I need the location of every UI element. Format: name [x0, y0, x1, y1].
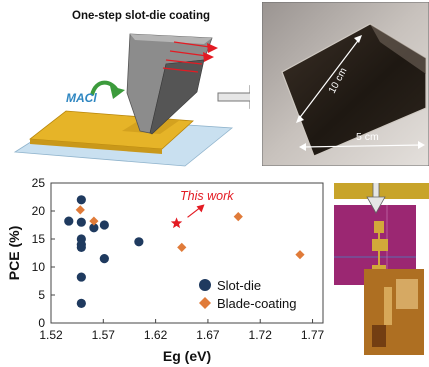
y-tick-label: 25: [32, 176, 46, 190]
this-work-arrowhead: [196, 204, 205, 213]
data-markers: [64, 195, 305, 308]
this-work-annotation: This work: [170, 189, 234, 229]
x-axis-label: Eg (eV): [163, 348, 211, 364]
slot-die-point: [134, 237, 144, 247]
width-label: 5 cm: [356, 131, 379, 143]
x-axis-ticks: 1.52 1.57 1.62 1.67 1.72 1.77: [39, 319, 325, 342]
blade-coating-point: [89, 216, 99, 226]
slot-die-head-top: [130, 34, 212, 44]
legend-marker-slot-die: [199, 279, 211, 291]
plot-frame: [50, 182, 324, 324]
y-tick-label: 15: [32, 232, 46, 246]
y-tick-label: 20: [32, 204, 46, 218]
x-tick-label: 1.62: [144, 328, 168, 342]
module-reflection: [370, 24, 426, 74]
gold-film-edge: [30, 139, 162, 154]
slot-die-point: [76, 195, 86, 205]
slot-die-point: [76, 242, 86, 252]
top-electrode-strip: [334, 183, 429, 199]
this-work-label: This work: [180, 189, 234, 203]
x-tick-label: 1.77: [301, 328, 325, 342]
blade-coating-point: [295, 250, 305, 260]
schematic-title: One-step slot-die coating: [72, 10, 210, 22]
legend-label-blade-coating: Blade-coating: [217, 296, 297, 311]
module-photo: 10 cm 5 cm: [262, 2, 429, 166]
slot-die-schematic: One-step slot-die coating MACl: [13, 10, 250, 167]
x-tick-label: 1.57: [92, 328, 116, 342]
pce-vs-bandgap-chart: 0 5 10 15 20 25 1.52 1.57 1.62 1.67 1.72 1.77 PCE …: [6, 176, 325, 364]
device-photo-highlight: [396, 279, 418, 309]
blade-coating-point: [75, 205, 85, 215]
width-arrowhead: [299, 143, 306, 151]
treatment-label: MACl: [66, 91, 97, 105]
width-arrowhead: [418, 141, 425, 149]
arrow-to-photo: [217, 84, 250, 110]
slot-die-point: [99, 254, 109, 264]
perovskite-module: [281, 23, 427, 157]
y-tick-label: 5: [38, 288, 45, 302]
slot-die-head-face: [149, 59, 205, 135]
length-arrowhead: [296, 115, 304, 123]
arrow-from-photo-head: [366, 196, 386, 214]
slot-die-point: [89, 223, 99, 233]
y-tick-label: 10: [32, 260, 46, 274]
device-photo-contact: [384, 287, 392, 325]
curved-arrow-head: [110, 86, 125, 99]
length-arrowhead: [354, 35, 362, 43]
legend-marker-blade-coating: [199, 297, 211, 309]
slot-die-point: [76, 272, 86, 282]
blade-coating-point: [177, 242, 187, 252]
x-tick-label: 1.52: [39, 328, 63, 342]
motion-arrowhead: [207, 43, 218, 53]
motion-arrowhead: [203, 52, 214, 62]
y-tick-label: 0: [38, 316, 45, 330]
blade-coating-point: [233, 212, 243, 222]
slot-die-point: [99, 220, 109, 230]
motion-arrows: [162, 41, 211, 73]
slot-die-point: [76, 217, 86, 227]
x-tick-label: 1.72: [249, 328, 273, 342]
y-axis-ticks: 0 5 10 15 20 25: [32, 176, 55, 330]
device-layout: [334, 183, 429, 355]
device-photo-contact: [372, 325, 386, 347]
slot-die-point: [76, 298, 86, 308]
this-work-arrow: [187, 206, 201, 218]
width-dimension: [301, 144, 423, 148]
y-axis-label: PCE (%): [6, 226, 22, 280]
length-dimension: [297, 37, 361, 121]
x-tick-label: 1.67: [196, 328, 220, 342]
legend: Slot-die Blade-coating: [199, 278, 297, 311]
legend-label-slot-die: Slot-die: [217, 278, 261, 293]
slot-die-point: [64, 216, 74, 226]
this-work-star: [170, 217, 183, 229]
